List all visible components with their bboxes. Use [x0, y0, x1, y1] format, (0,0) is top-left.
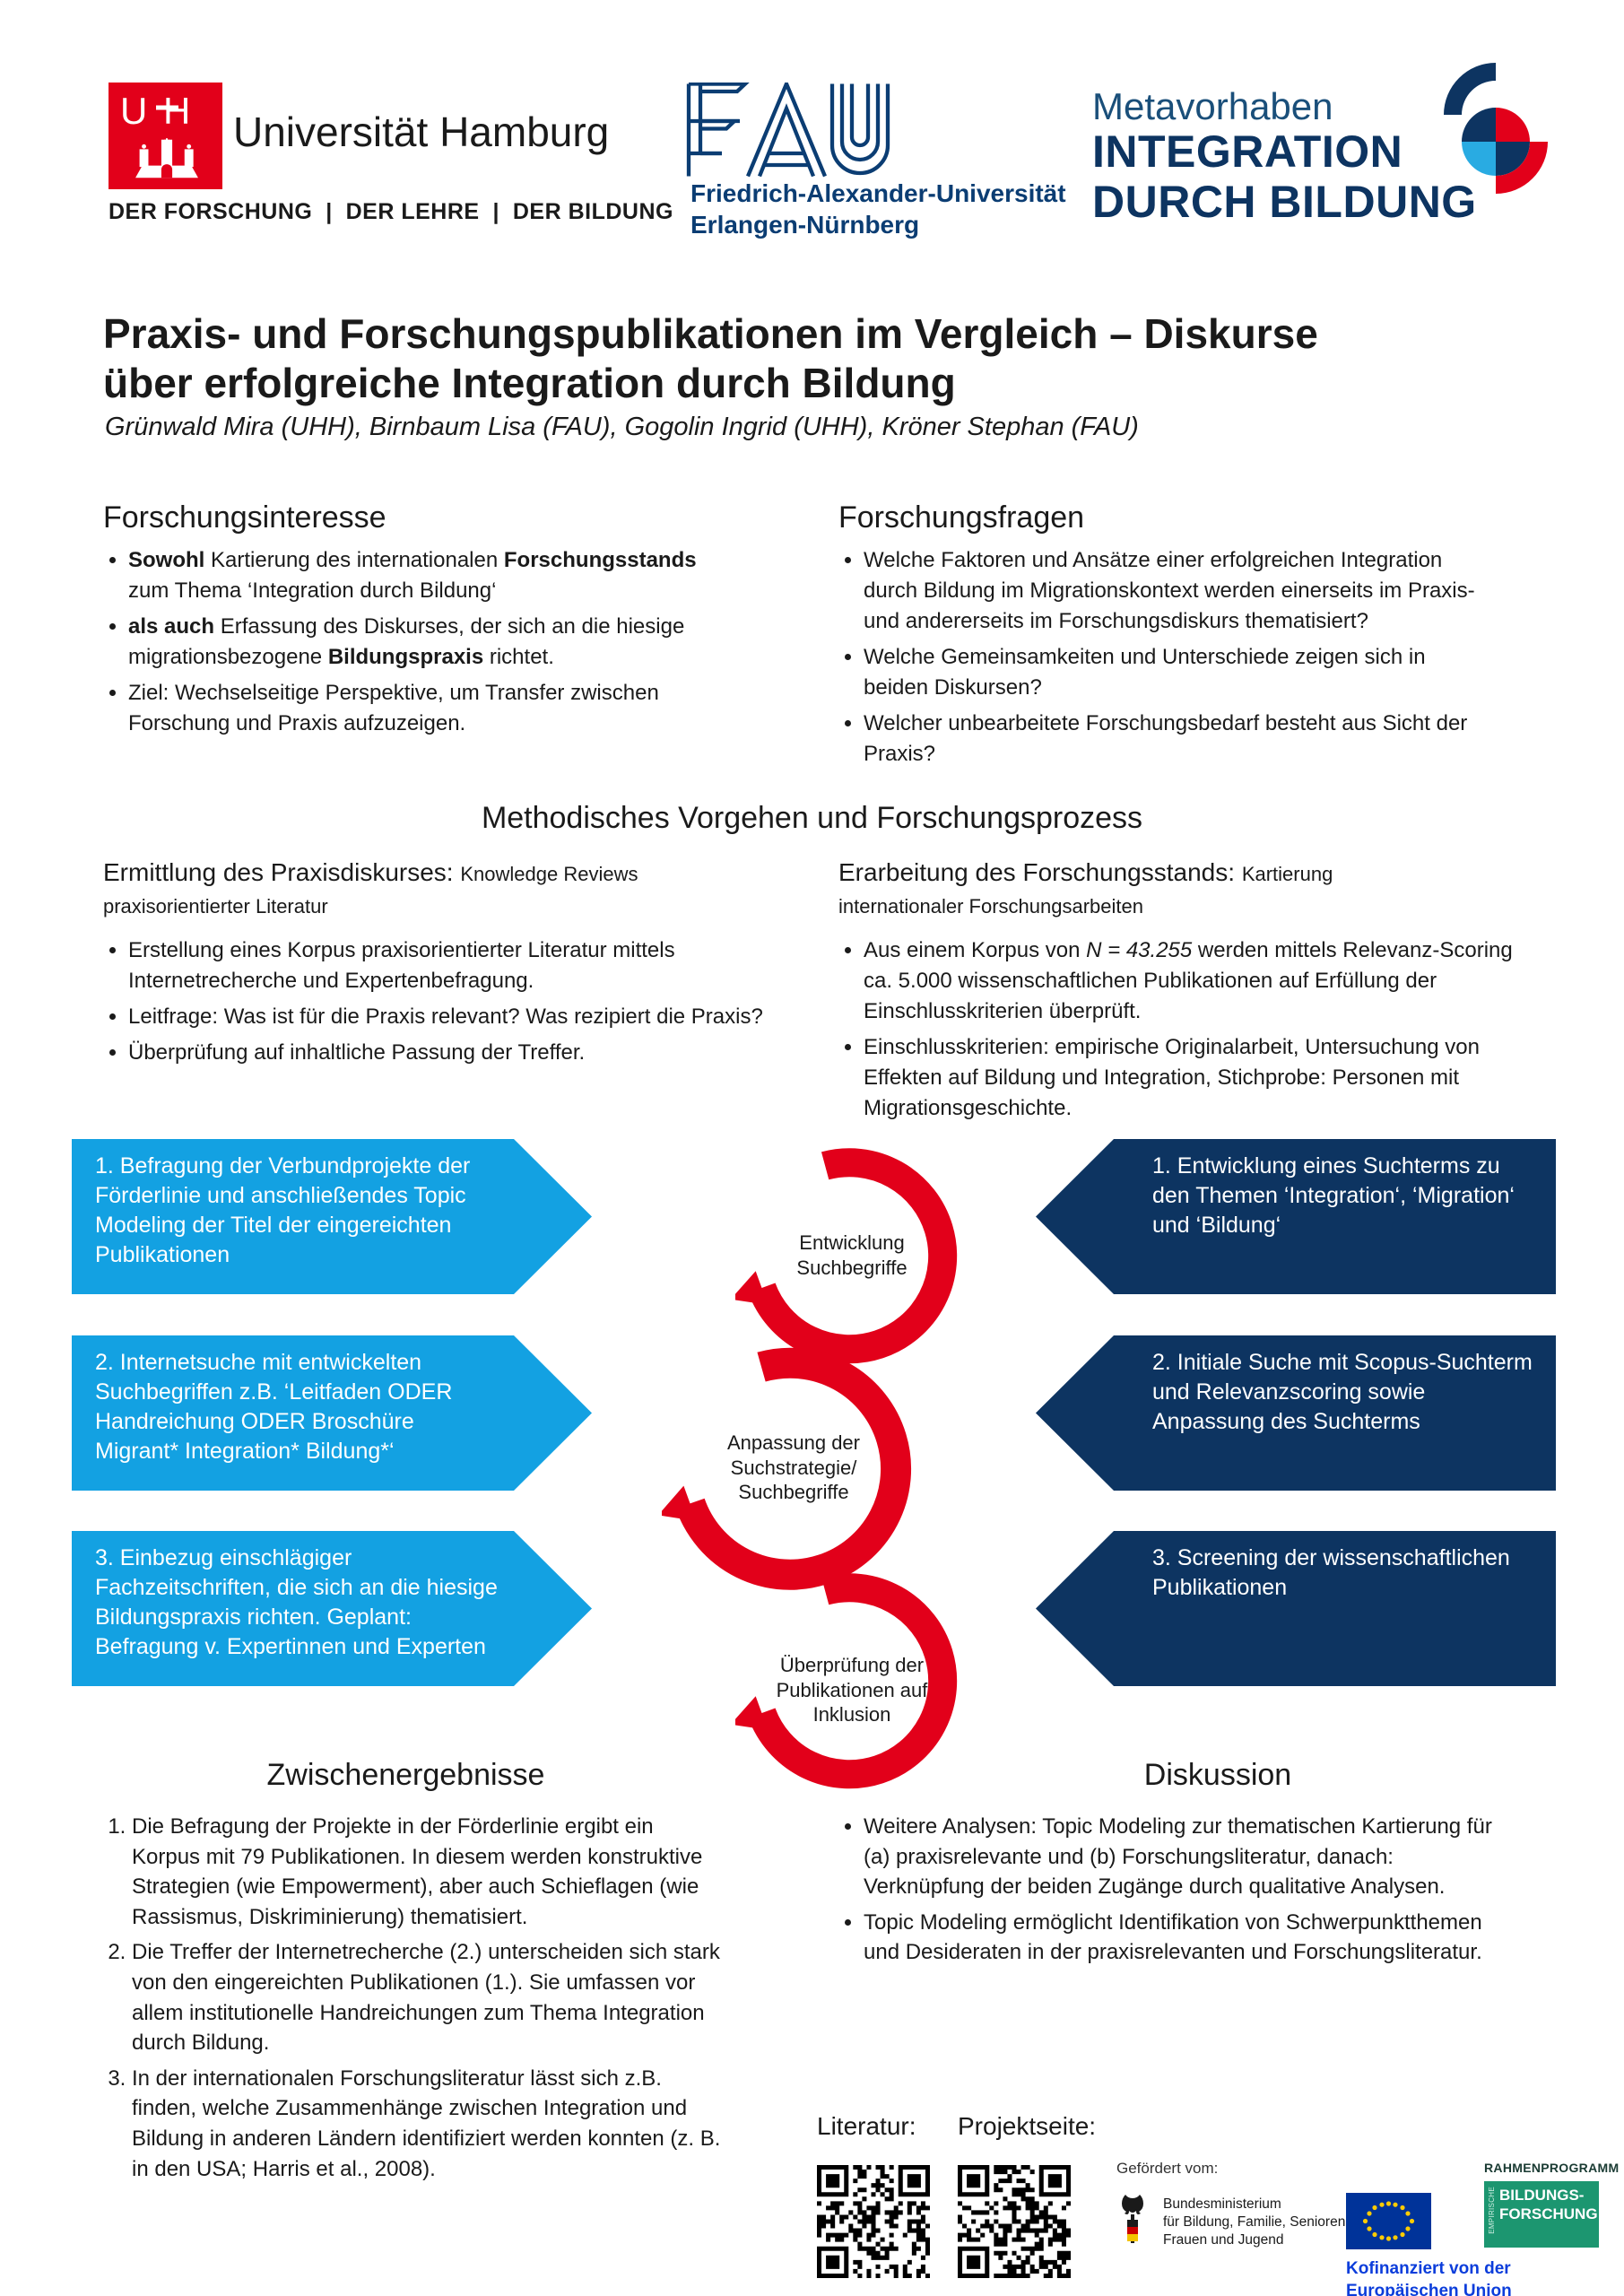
svg-text:H: H: [163, 90, 188, 132]
svg-text:U: U: [120, 90, 145, 132]
